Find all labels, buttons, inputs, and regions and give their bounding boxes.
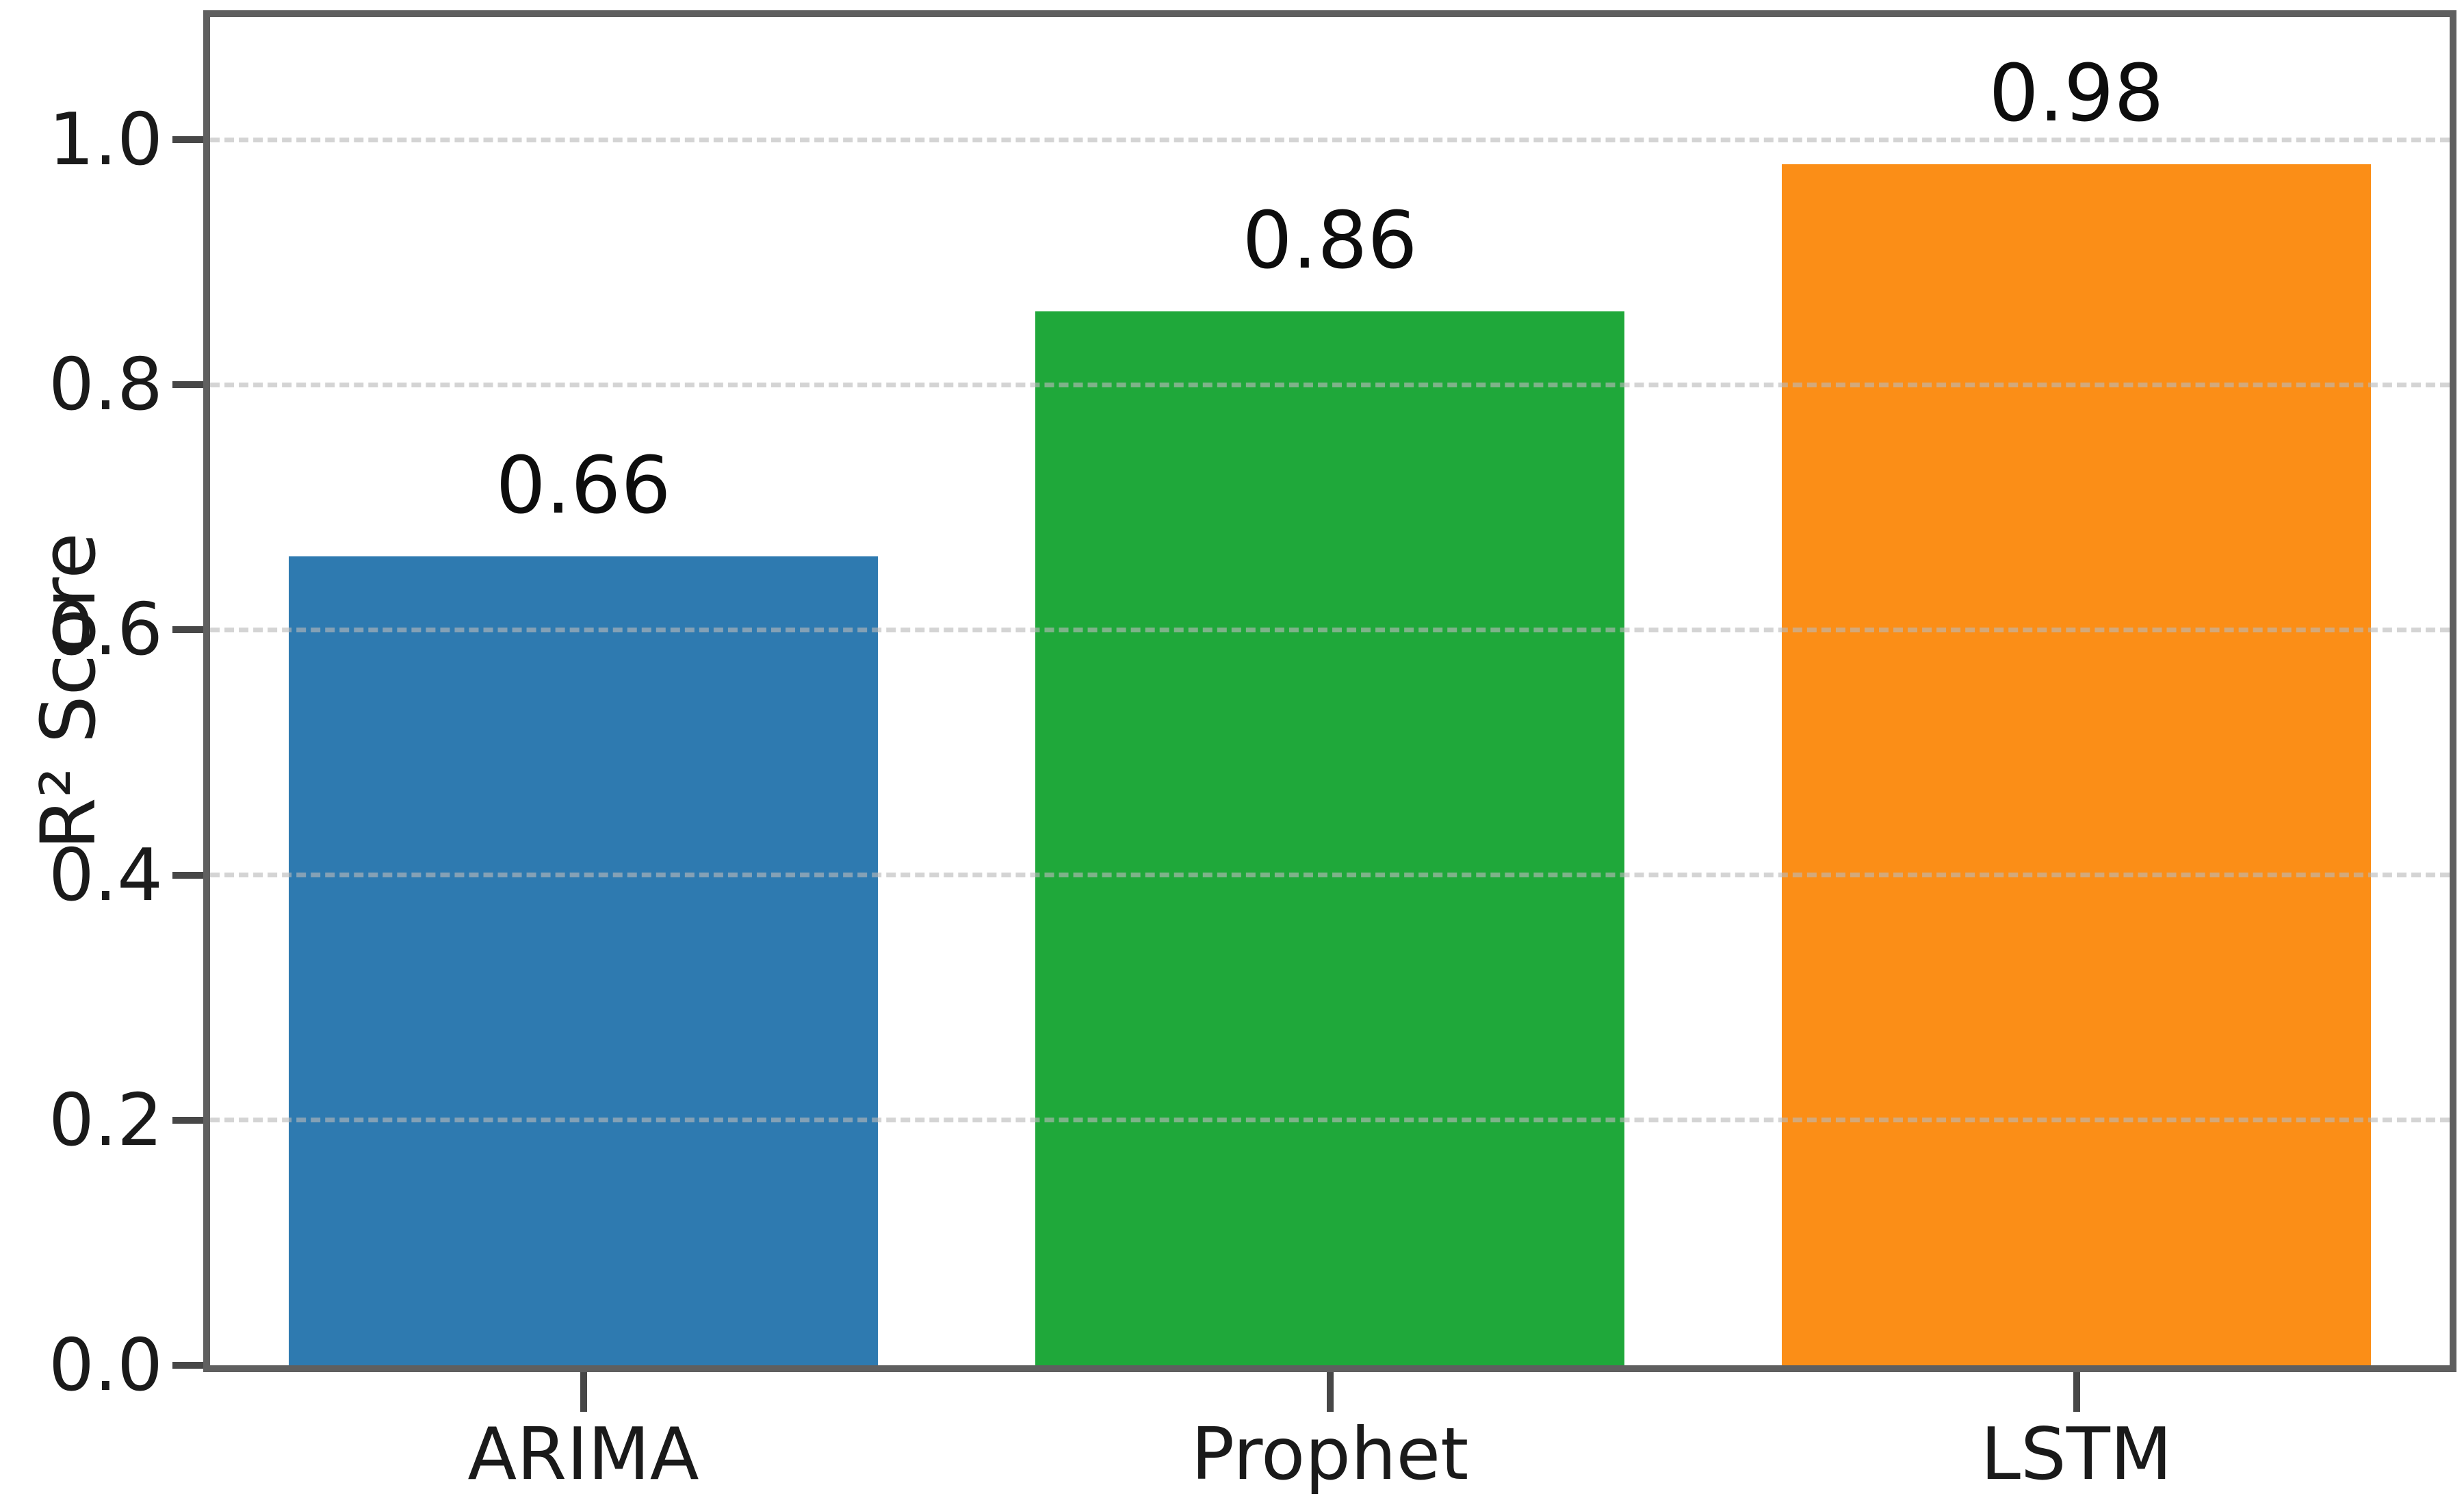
- y-tick-mark-0.4: [172, 871, 203, 879]
- bar-value-label-prophet: 0.86: [1242, 194, 1418, 287]
- gridline-y-0.6: [210, 627, 2450, 632]
- x-tick-mark-arima: [580, 1372, 587, 1412]
- y-tick-label-0.2: 0.2: [49, 1078, 163, 1162]
- bar-value-label-arima: 0.66: [495, 440, 671, 532]
- y-tick-mark-0.6: [172, 626, 203, 634]
- x-tick-label-lstm: LSTM: [1980, 1413, 2173, 1496]
- plot-canvas: 0.66 0.86 0.98: [210, 17, 2450, 1365]
- x-tick-label-arima: ARIMA: [467, 1413, 699, 1496]
- y-tick-label-0.0: 0.0: [49, 1324, 163, 1407]
- plot-area: 0.66 0.86 0.98: [203, 10, 2456, 1372]
- y-tick-label-0.8: 0.8: [49, 343, 163, 427]
- bar-value-label-lstm: 0.98: [1988, 47, 2164, 140]
- gridline-y-0.4: [210, 873, 2450, 878]
- x-tick-mark-prophet: [1326, 1372, 1334, 1412]
- gridline-y-0.8: [210, 382, 2450, 387]
- bar-lstm: [1781, 164, 2372, 1365]
- y-tick-label-0.4: 0.4: [49, 833, 163, 917]
- y-tick-mark-0.2: [172, 1116, 203, 1124]
- y-tick-label-1.0: 1.0: [49, 98, 163, 182]
- y-tick-mark-1.0: [172, 136, 203, 144]
- y-axis-label: R² Score: [25, 532, 112, 850]
- x-tick-mark-lstm: [2073, 1372, 2080, 1412]
- y-tick-mark-0.8: [172, 381, 203, 389]
- bar-prophet: [1035, 311, 1625, 1365]
- x-tick-label-prophet: Prophet: [1191, 1413, 1469, 1496]
- y-tick-label-0.6: 0.6: [49, 588, 163, 672]
- y-tick-mark-0.0: [172, 1362, 203, 1369]
- bar-arima: [288, 556, 879, 1365]
- gridline-y-1: [210, 137, 2450, 142]
- gridline-y-0.2: [210, 1118, 2450, 1123]
